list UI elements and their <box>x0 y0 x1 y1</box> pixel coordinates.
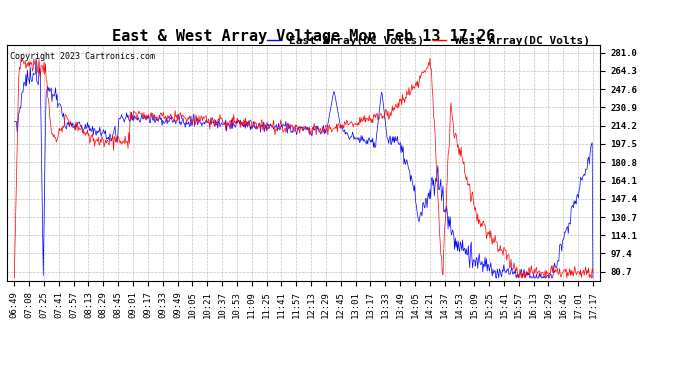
East Array(DC Volts) <box>589 276 597 280</box>
West Array(DC Volts) <box>589 269 597 274</box>
Title: East & West Array Voltage Mon Feb 13 17:26: East & West Array Voltage Mon Feb 13 17:… <box>112 29 495 44</box>
West Array(DC Volts) <box>450 133 458 138</box>
West Array(DC Volts) <box>379 114 387 118</box>
East Array(DC Volts) <box>450 234 458 238</box>
Line: East Array(DC Volts): East Array(DC Volts) <box>14 59 593 278</box>
East Array(DC Volts) <box>32 57 40 62</box>
Legend: East Array(DC Volts), West Array(DC Volts): East Array(DC Volts), West Array(DC Volt… <box>262 32 595 51</box>
West Array(DC Volts) <box>46 115 54 119</box>
East Array(DC Volts) <box>10 119 19 124</box>
East Array(DC Volts) <box>495 276 503 280</box>
West Array(DC Volts) <box>362 120 370 124</box>
Text: Copyright 2023 Cartronics.com: Copyright 2023 Cartronics.com <box>10 52 155 61</box>
West Array(DC Volts) <box>426 56 434 60</box>
Line: West Array(DC Volts): West Array(DC Volts) <box>14 58 593 278</box>
East Array(DC Volts) <box>46 88 55 92</box>
West Array(DC Volts) <box>10 276 19 280</box>
East Array(DC Volts) <box>510 269 518 274</box>
West Array(DC Volts) <box>346 120 355 125</box>
East Array(DC Volts) <box>347 134 355 139</box>
West Array(DC Volts) <box>509 267 518 272</box>
East Array(DC Volts) <box>362 141 371 146</box>
East Array(DC Volts) <box>380 105 388 109</box>
